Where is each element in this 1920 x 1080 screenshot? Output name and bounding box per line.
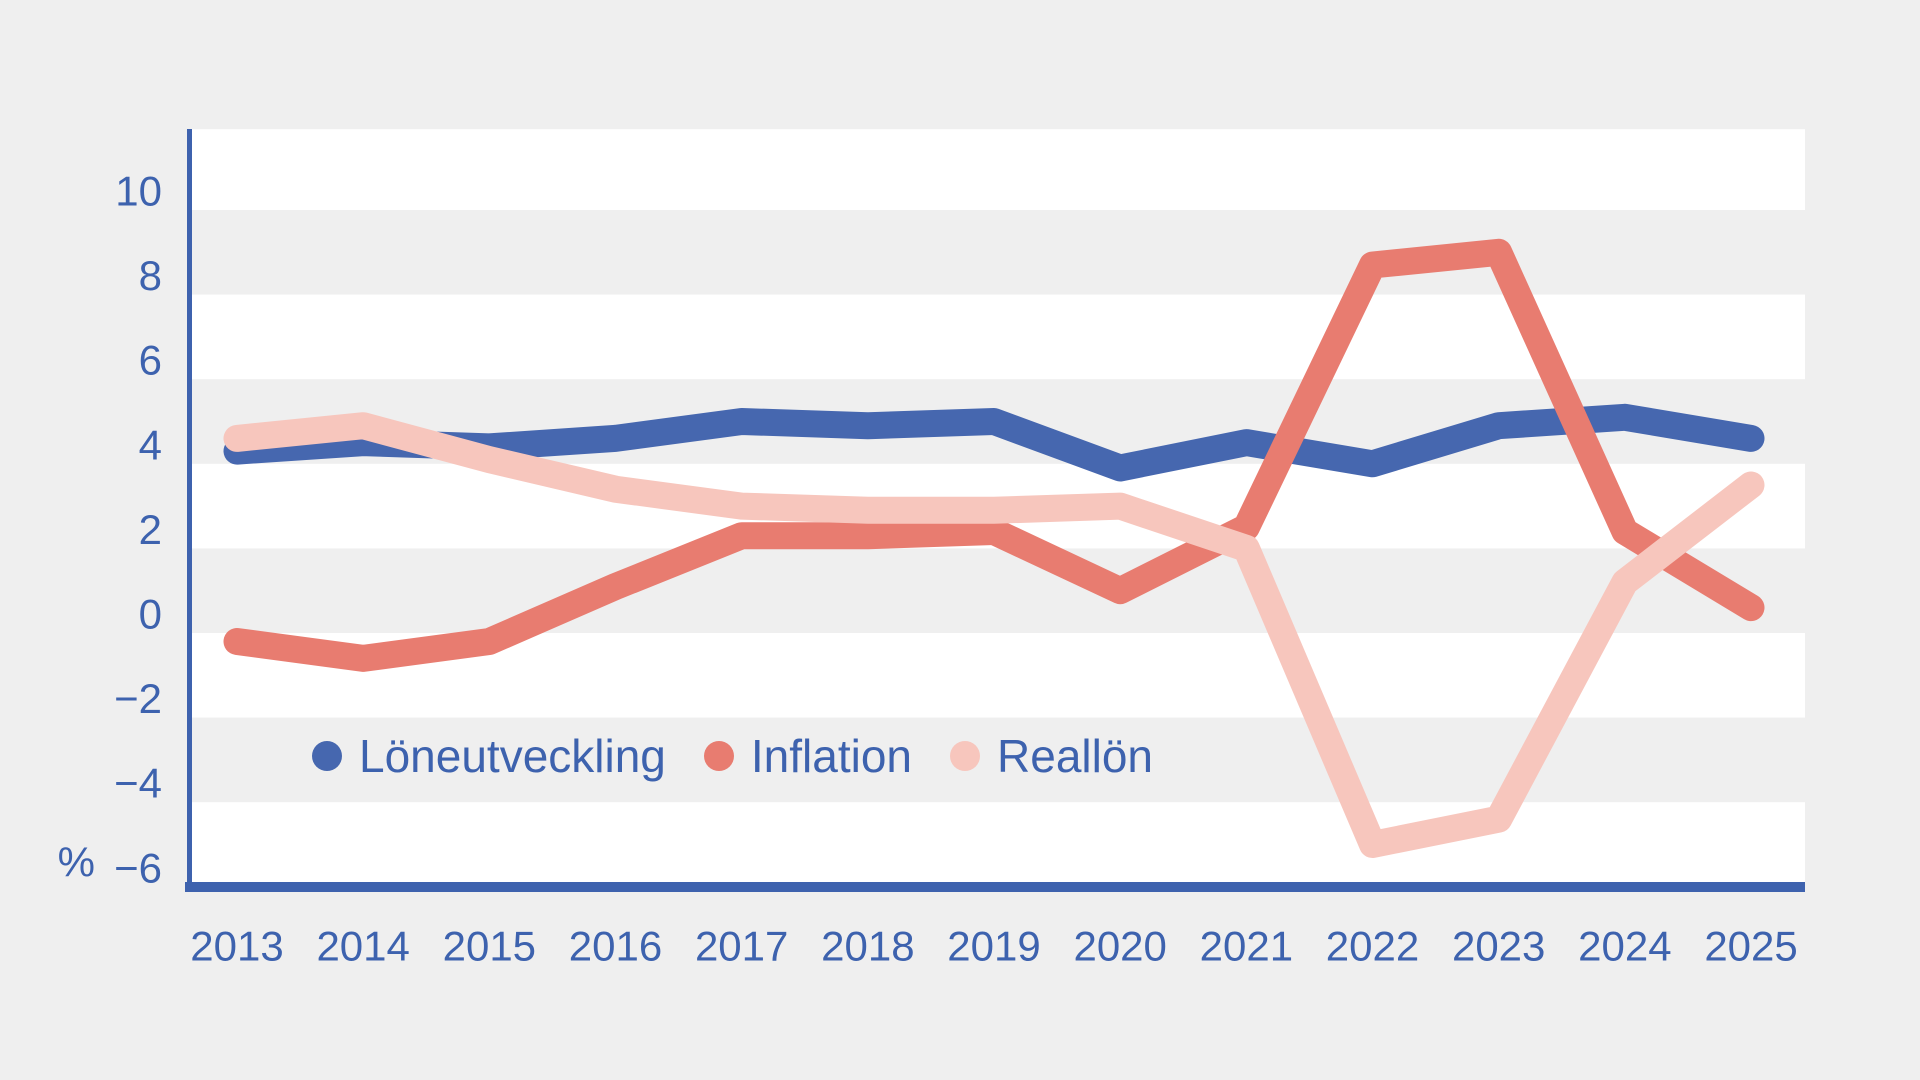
x-axis-tick-label: 2014 <box>316 923 409 970</box>
legend-item-loneutveckling: Löneutveckling <box>312 729 666 783</box>
legend-item-reallon: Reallön <box>950 729 1153 783</box>
x-axis-tick-label: 2021 <box>1200 923 1293 970</box>
x-axis-tick-label: 2015 <box>443 923 536 970</box>
x-axis-tick-label: 2013 <box>190 923 283 970</box>
y-axis-unit-label: % <box>58 839 95 886</box>
legend-item-inflation: Inflation <box>703 729 913 783</box>
y-axis-tick-label: 10 <box>115 168 162 215</box>
x-axis-tick-label: 2024 <box>1578 923 1671 970</box>
x-axis-tick-label: 2019 <box>947 923 1040 970</box>
grid-band <box>190 802 1805 887</box>
legend-label-inflation: Inflation <box>750 730 913 782</box>
x-axis-line <box>185 882 1805 892</box>
x-axis-tick-label: 2016 <box>569 923 662 970</box>
legend-dot-loneutveckling-icon <box>312 741 342 771</box>
y-axis-tick-label: 6 <box>139 337 162 384</box>
chart-legend: Löneutveckling Inflation Reallön <box>312 729 1153 783</box>
legend-label-loneutveckling: Löneutveckling <box>359 730 666 782</box>
legend-dot-inflation-icon <box>703 741 734 771</box>
series-line-1 <box>223 238 1765 672</box>
y-axis-tick-label: −2 <box>114 675 162 722</box>
y-axis-line <box>187 129 192 892</box>
x-axis-tick-label: 2022 <box>1326 923 1419 970</box>
y-axis-tick-label: 4 <box>139 421 162 468</box>
x-axis-tick-label: 2023 <box>1452 923 1545 970</box>
legend-dot-reallon-icon <box>950 741 981 771</box>
series-line-2 <box>223 412 1765 858</box>
y-axis-tick-label: 0 <box>139 591 162 638</box>
x-axis-tick-label: 2025 <box>1704 923 1797 970</box>
y-axis-tick-label: −6 <box>114 844 162 891</box>
y-axis-tick-label: 2 <box>139 506 162 553</box>
x-axis-tick-label: 2020 <box>1073 923 1166 970</box>
legend-label-reallon: Reallön <box>997 730 1154 782</box>
x-axis-tick-label: 2018 <box>821 923 914 970</box>
x-axis-tick-label: 2017 <box>695 923 788 970</box>
y-axis-tick-label: −4 <box>114 760 162 807</box>
y-axis-tick-label: 8 <box>139 252 162 299</box>
grid-band <box>190 129 1805 210</box>
